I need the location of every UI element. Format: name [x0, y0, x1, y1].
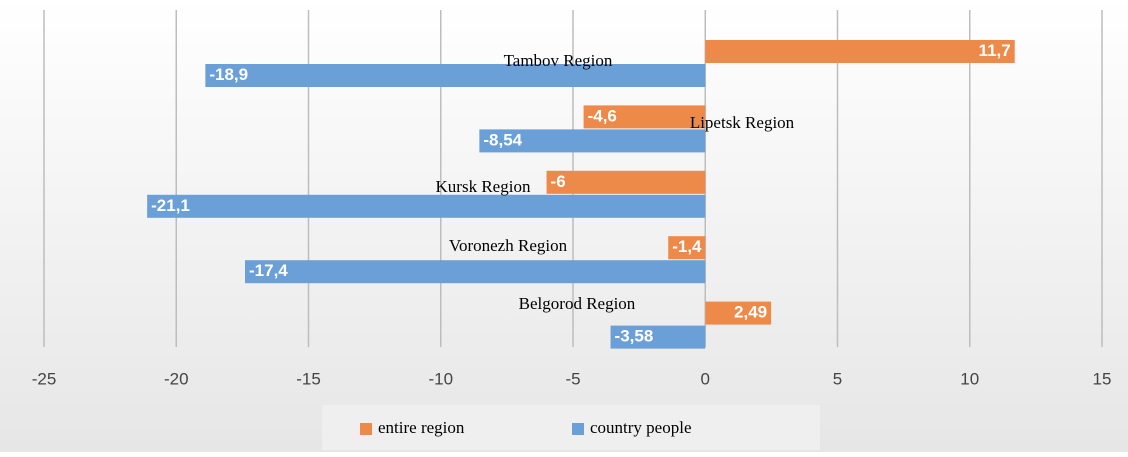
legend-box — [322, 405, 820, 450]
category-label: Kursk Region — [436, 177, 531, 196]
legend-swatch — [360, 423, 372, 435]
category-label: Tambov Region — [504, 51, 613, 70]
x-tick-label: -25 — [32, 369, 57, 388]
x-tick-label: -15 — [296, 369, 321, 388]
x-tick-label: -10 — [428, 369, 453, 388]
value-label: -1,4 — [672, 237, 702, 256]
value-label: 11,7 — [979, 41, 1011, 60]
value-label: -6 — [551, 172, 566, 191]
bar — [479, 129, 706, 153]
legend-label: entire region — [378, 418, 465, 437]
x-tick-label: 0 — [701, 369, 710, 388]
value-label: -18,9 — [209, 65, 248, 84]
x-tick-label: 10 — [960, 369, 979, 388]
x-tick-label: -5 — [565, 369, 580, 388]
x-tick-label: 15 — [1093, 369, 1112, 388]
x-tick-label: -20 — [164, 369, 189, 388]
bar — [705, 301, 772, 325]
value-label: -21,1 — [151, 196, 190, 215]
bar — [610, 325, 706, 349]
bar — [546, 170, 706, 194]
bar — [583, 105, 706, 129]
category-label: Belgorod Region — [519, 294, 636, 313]
bar — [668, 236, 706, 260]
value-label: -3,58 — [615, 327, 654, 346]
value-label: -4,6 — [588, 106, 617, 125]
value-label: 2,49 — [734, 303, 767, 322]
category-label: Lipetsk Region — [690, 113, 795, 132]
category-label: Voronezh Region — [449, 236, 568, 255]
bar — [147, 194, 706, 218]
legend-swatch — [572, 423, 584, 435]
legend-label: country people — [590, 418, 692, 437]
bar — [205, 64, 706, 87]
bar — [245, 260, 706, 284]
value-label: -17,4 — [249, 261, 288, 280]
value-label: -8,54 — [483, 130, 522, 149]
x-tick-label: 5 — [833, 369, 842, 388]
bar — [705, 40, 1015, 63]
